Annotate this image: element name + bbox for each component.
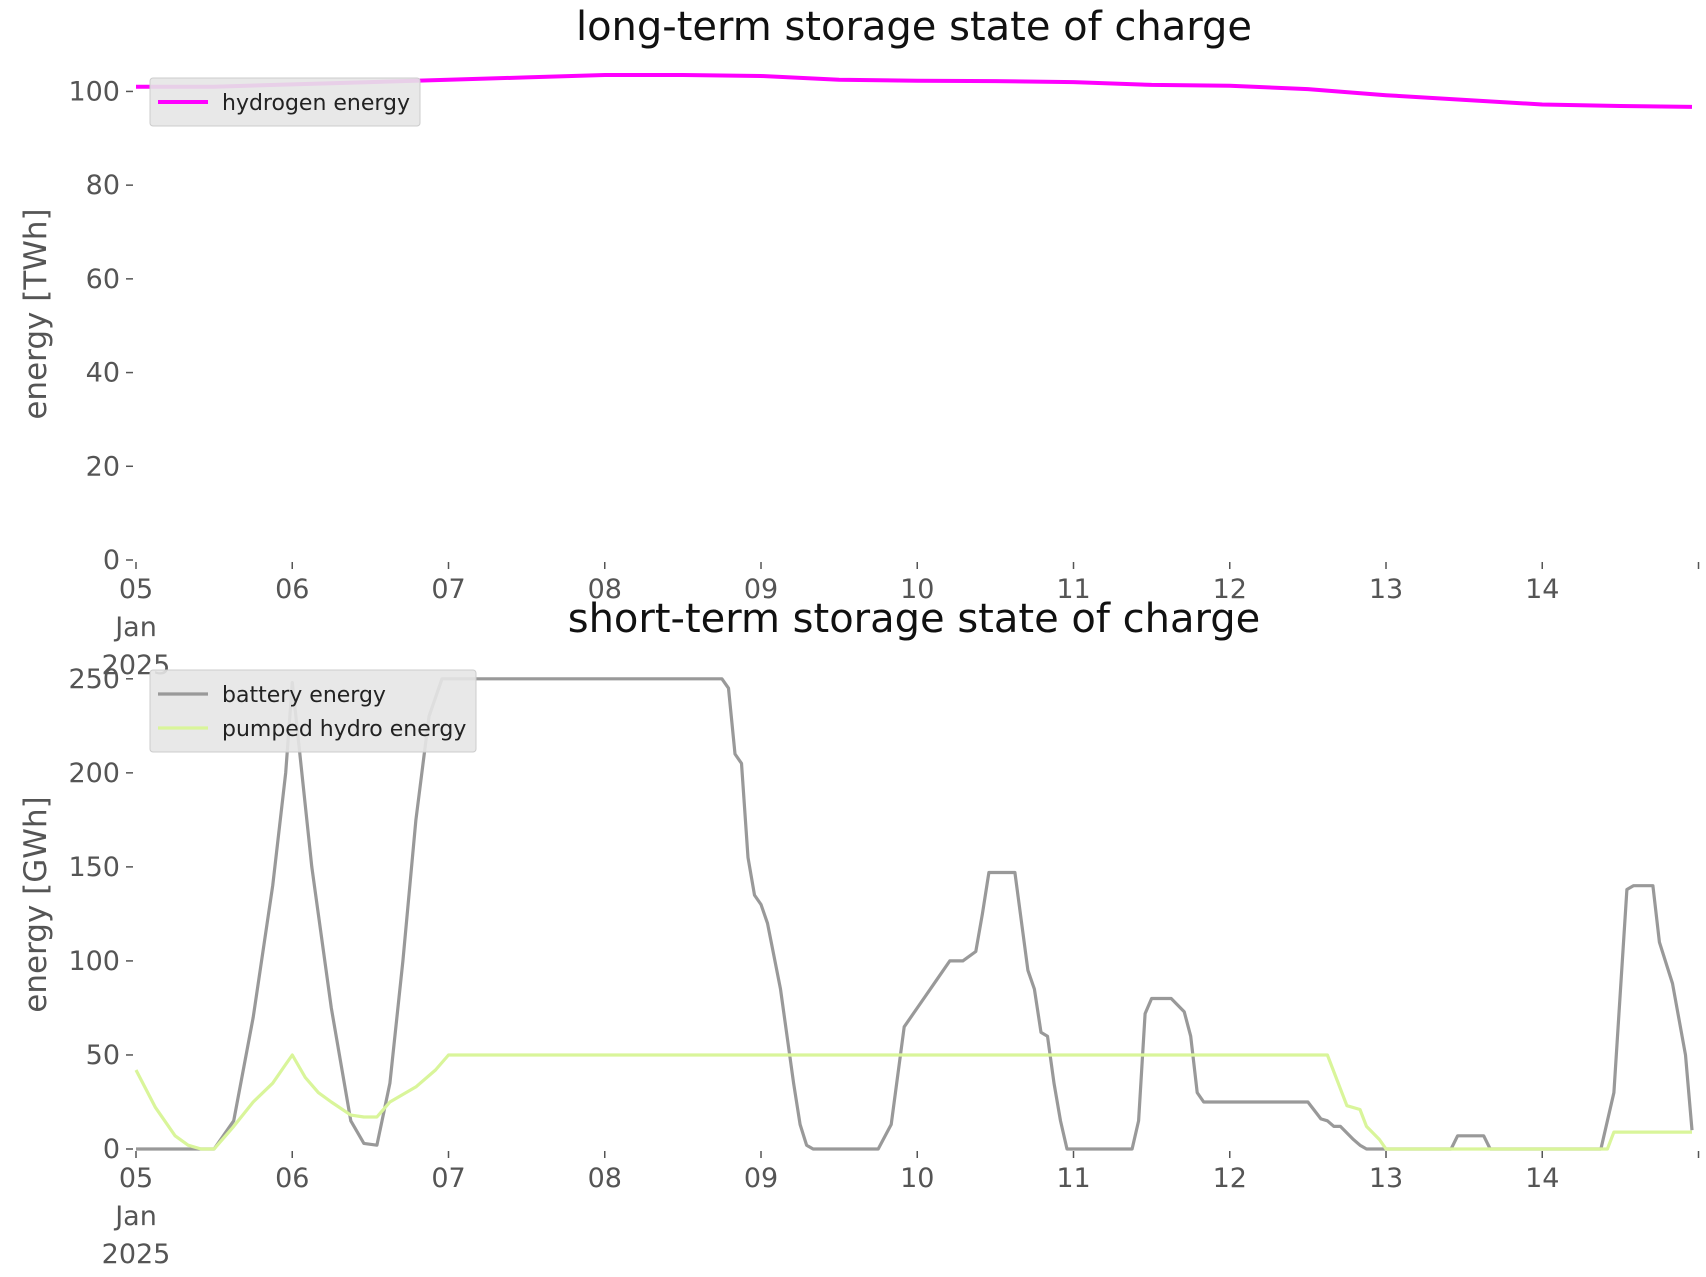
legend-label: pumped hydro energy xyxy=(222,717,466,742)
y-tick-label: 50 xyxy=(86,1040,120,1071)
x-tick-label: 13 xyxy=(1369,574,1403,605)
legend xyxy=(149,77,421,127)
y-tick-label: 100 xyxy=(68,76,120,107)
x-tick-label: 09 xyxy=(744,574,778,605)
x-tick-label: 11 xyxy=(1056,1163,1090,1194)
y-tick-label: 80 xyxy=(86,170,120,201)
x-tick-label: 11 xyxy=(1056,574,1090,605)
x-tick-label: 07 xyxy=(431,1163,465,1194)
legend-label: hydrogen energy xyxy=(222,91,410,116)
x-tick-label: 10 xyxy=(900,1163,934,1194)
x-tick-label: 12 xyxy=(1213,1163,1247,1194)
x-tick-label: 12 xyxy=(1213,574,1247,605)
x-tick-label: 06 xyxy=(275,1163,309,1194)
y-axis-label: energy [GWh] xyxy=(18,796,54,1012)
y-tick-label: 100 xyxy=(68,946,120,977)
series-line-pumped-hydro-energy xyxy=(134,1053,1692,1151)
x-tick-label: 10 xyxy=(900,574,934,605)
x-tick-label: 13 xyxy=(1369,1163,1403,1194)
x-tick-label: 05 xyxy=(119,1163,153,1194)
y-axis-label: energy [TWh] xyxy=(18,208,54,419)
x-tick-label: 05 xyxy=(119,574,153,605)
x-tick-label: 06 xyxy=(275,574,309,605)
x-tick-label: 09 xyxy=(744,1163,778,1194)
x-tick-label: 2025 xyxy=(102,1239,171,1270)
legend xyxy=(149,669,477,753)
x-tick-label: Jan xyxy=(113,612,157,643)
x-tick-label: 07 xyxy=(431,574,465,605)
x-tick-label: 14 xyxy=(1525,574,1559,605)
chart-title: long-term storage state of charge xyxy=(576,4,1252,50)
chart-long-term: long-term storage state of charge energy … xyxy=(18,4,1700,681)
y-tick-label: 200 xyxy=(68,758,120,789)
x-tick-label: 14 xyxy=(1525,1163,1559,1194)
chart-short-term: short-term storage state of charge energy… xyxy=(18,596,1700,1270)
chart-title: short-term storage state of charge xyxy=(568,596,1261,642)
y-tick-label: 250 xyxy=(68,664,120,695)
y-tick-label: 0 xyxy=(103,545,120,576)
y-tick-label: 40 xyxy=(86,358,120,389)
x-tick-label: 08 xyxy=(588,574,622,605)
x-tick-label: Jan xyxy=(113,1201,157,1232)
y-tick-label: 0 xyxy=(103,1134,120,1165)
series-line-battery-energy xyxy=(136,677,1694,1151)
y-tick-label: 150 xyxy=(68,852,120,883)
y-tick-label: 20 xyxy=(86,451,120,482)
legend-label: battery energy xyxy=(222,683,386,708)
y-tick-label: 60 xyxy=(86,264,120,295)
x-tick-label: 08 xyxy=(588,1163,622,1194)
